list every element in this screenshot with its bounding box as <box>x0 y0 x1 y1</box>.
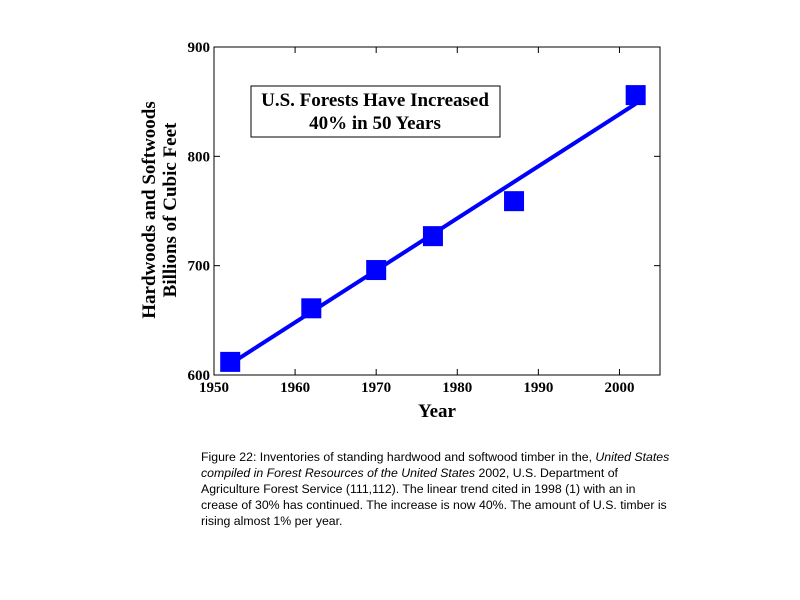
y-axis-title: Hardwoods and Softwoods Billions of Cubi… <box>139 101 181 319</box>
y-tick-label: 900 <box>188 40 211 56</box>
y-tick-label: 600 <box>188 368 211 384</box>
y-axis-title-line-2: Billions of Cubic Feet <box>160 122 181 297</box>
x-tick-label: 1990 <box>523 380 553 396</box>
plot-area-frame <box>213 46 661 376</box>
annotation-box: U.S. Forests Have Increased 40% in 50 Ye… <box>250 85 501 138</box>
annotation-line-1: U.S. Forests Have Increased <box>261 90 489 111</box>
caption-italic-title: United States compiled in Forest Resourc… <box>201 450 670 480</box>
y-axis-ticks: 600 700 800 900 <box>188 40 660 384</box>
y-tick-label: 800 <box>188 149 211 165</box>
data-point-square <box>422 226 443 247</box>
chart: 600 700 800 900 1950 1960 1970 1980 1990 2000 U.… <box>139 40 661 422</box>
x-tick-label: 1970 <box>361 380 391 396</box>
data-point-square <box>625 85 646 106</box>
x-axis-title: Year <box>418 401 457 422</box>
x-axis-ticks: 1950 1960 1970 1980 1990 2000 <box>199 47 634 396</box>
data-point-square <box>220 351 241 372</box>
x-tick-label: 2000 <box>604 380 634 396</box>
data-points <box>220 85 646 372</box>
x-tick-label: 1960 <box>280 380 310 396</box>
y-axis-title-line-1: Hardwoods and Softwoods <box>139 101 160 319</box>
data-point-square <box>301 298 322 319</box>
y-tick-label: 700 <box>188 259 211 275</box>
figure-caption: Figure 22: Inventories of standing hardw… <box>201 449 671 529</box>
caption-part-1: Figure 22: Inventories of standing hardw… <box>201 450 596 464</box>
annotation-frame <box>250 85 501 138</box>
annotation-line-2: 40% in 50 Years <box>309 113 441 134</box>
caption-part-2: 2002, U.S. Department of Agriculture For… <box>201 466 667 528</box>
data-point-square <box>366 260 387 281</box>
x-tick-label: 1980 <box>442 380 472 396</box>
x-tick-label: 1950 <box>199 380 229 396</box>
data-point-square <box>504 191 525 212</box>
